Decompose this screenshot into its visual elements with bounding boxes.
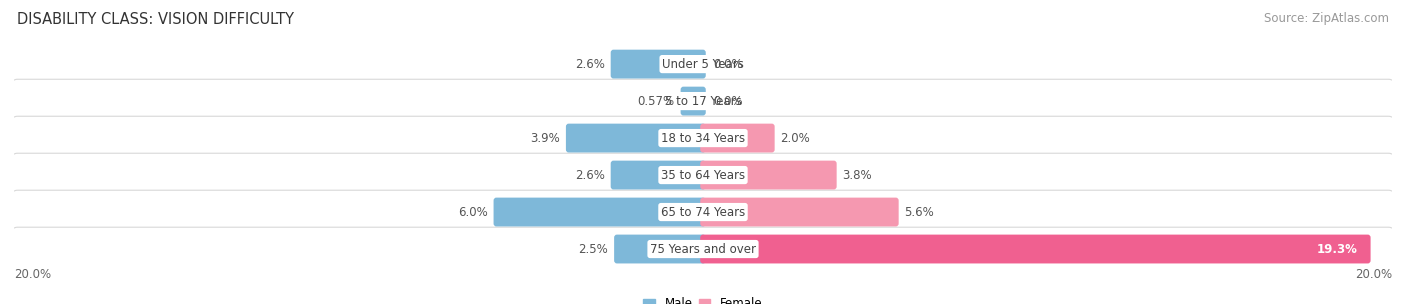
Text: Under 5 Years: Under 5 Years [662, 57, 744, 71]
FancyBboxPatch shape [700, 161, 837, 189]
Text: 2.6%: 2.6% [575, 57, 605, 71]
Text: 3.8%: 3.8% [842, 168, 872, 181]
Text: 3.9%: 3.9% [530, 132, 560, 145]
Text: 5 to 17 Years: 5 to 17 Years [665, 95, 741, 108]
Text: 65 to 74 Years: 65 to 74 Years [661, 206, 745, 219]
FancyBboxPatch shape [614, 235, 706, 264]
FancyBboxPatch shape [494, 198, 706, 226]
Text: Source: ZipAtlas.com: Source: ZipAtlas.com [1264, 12, 1389, 25]
FancyBboxPatch shape [11, 79, 1395, 123]
FancyBboxPatch shape [700, 235, 1371, 264]
Text: 2.5%: 2.5% [578, 243, 609, 256]
Text: 0.0%: 0.0% [713, 95, 742, 108]
FancyBboxPatch shape [11, 116, 1395, 160]
Text: DISABILITY CLASS: VISION DIFFICULTY: DISABILITY CLASS: VISION DIFFICULTY [17, 12, 294, 27]
FancyBboxPatch shape [11, 227, 1395, 271]
FancyBboxPatch shape [11, 190, 1395, 234]
FancyBboxPatch shape [565, 124, 706, 153]
Text: 2.0%: 2.0% [780, 132, 810, 145]
FancyBboxPatch shape [700, 124, 775, 153]
Text: 20.0%: 20.0% [14, 268, 51, 281]
FancyBboxPatch shape [681, 87, 706, 116]
FancyBboxPatch shape [11, 42, 1395, 86]
Text: 19.3%: 19.3% [1316, 243, 1358, 256]
Text: 0.57%: 0.57% [638, 95, 675, 108]
Text: 6.0%: 6.0% [458, 206, 488, 219]
Text: 5.6%: 5.6% [904, 206, 934, 219]
Text: 35 to 64 Years: 35 to 64 Years [661, 168, 745, 181]
Text: 0.0%: 0.0% [713, 57, 742, 71]
FancyBboxPatch shape [700, 198, 898, 226]
Text: 2.6%: 2.6% [575, 168, 605, 181]
FancyBboxPatch shape [610, 161, 706, 189]
Text: 75 Years and over: 75 Years and over [650, 243, 756, 256]
FancyBboxPatch shape [610, 50, 706, 78]
Legend: Male, Female: Male, Female [644, 297, 762, 304]
FancyBboxPatch shape [11, 153, 1395, 197]
Text: 20.0%: 20.0% [1355, 268, 1392, 281]
Text: 18 to 34 Years: 18 to 34 Years [661, 132, 745, 145]
